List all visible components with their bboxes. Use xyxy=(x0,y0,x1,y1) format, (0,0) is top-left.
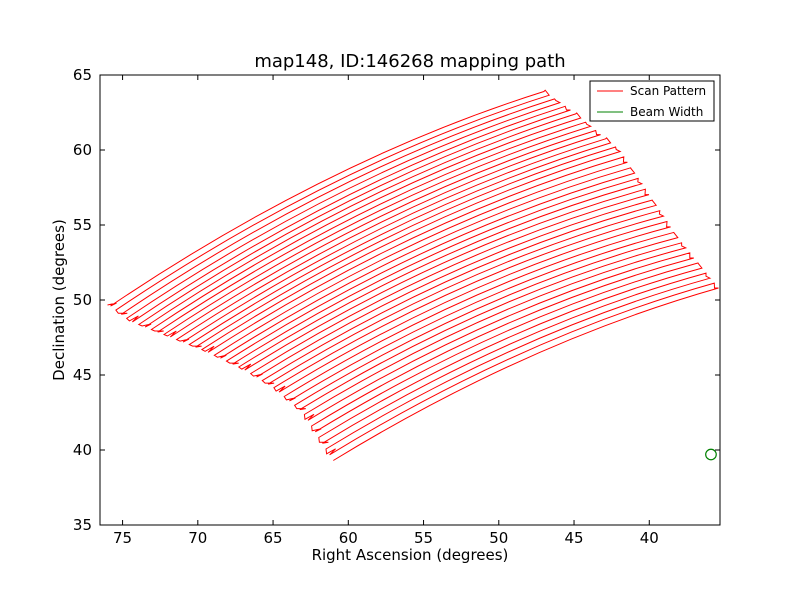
x-tick-label: 45 xyxy=(564,529,583,547)
y-tick-label: 50 xyxy=(73,291,92,309)
x-tick-label: 50 xyxy=(489,529,508,547)
y-axis-label: Declination (degrees) xyxy=(50,219,68,381)
x-tick-label: 75 xyxy=(113,529,132,547)
y-tick-label: 45 xyxy=(73,366,92,384)
scan-pattern-line xyxy=(107,89,719,461)
x-tick-label: 40 xyxy=(640,529,659,547)
legend-label-scan-pattern: Scan Pattern xyxy=(630,84,706,98)
y-tick-label: 35 xyxy=(73,516,92,534)
x-tick-label: 60 xyxy=(339,529,358,547)
x-tick-label: 70 xyxy=(188,529,207,547)
legend-label-beam-width: Beam Width xyxy=(630,105,703,119)
y-tick-label: 40 xyxy=(73,441,92,459)
x-axis-label: Right Ascension (degrees) xyxy=(312,546,509,564)
legend: Scan Pattern Beam Width xyxy=(589,80,715,122)
axis-ticks: 75 70 65 60 55 50 45 40 35 40 45 50 55 60 65 xyxy=(73,66,720,547)
beam-width-circle xyxy=(705,448,717,461)
y-tick-label: 65 xyxy=(73,66,92,84)
chart-title: map148, ID:146268 mapping path xyxy=(254,51,565,72)
legend-box xyxy=(589,80,715,122)
x-tick-label: 65 xyxy=(264,529,283,547)
y-tick-label: 55 xyxy=(73,216,92,234)
x-tick-label: 55 xyxy=(414,529,433,547)
plot-area xyxy=(107,89,719,461)
y-tick-label: 60 xyxy=(73,141,92,159)
